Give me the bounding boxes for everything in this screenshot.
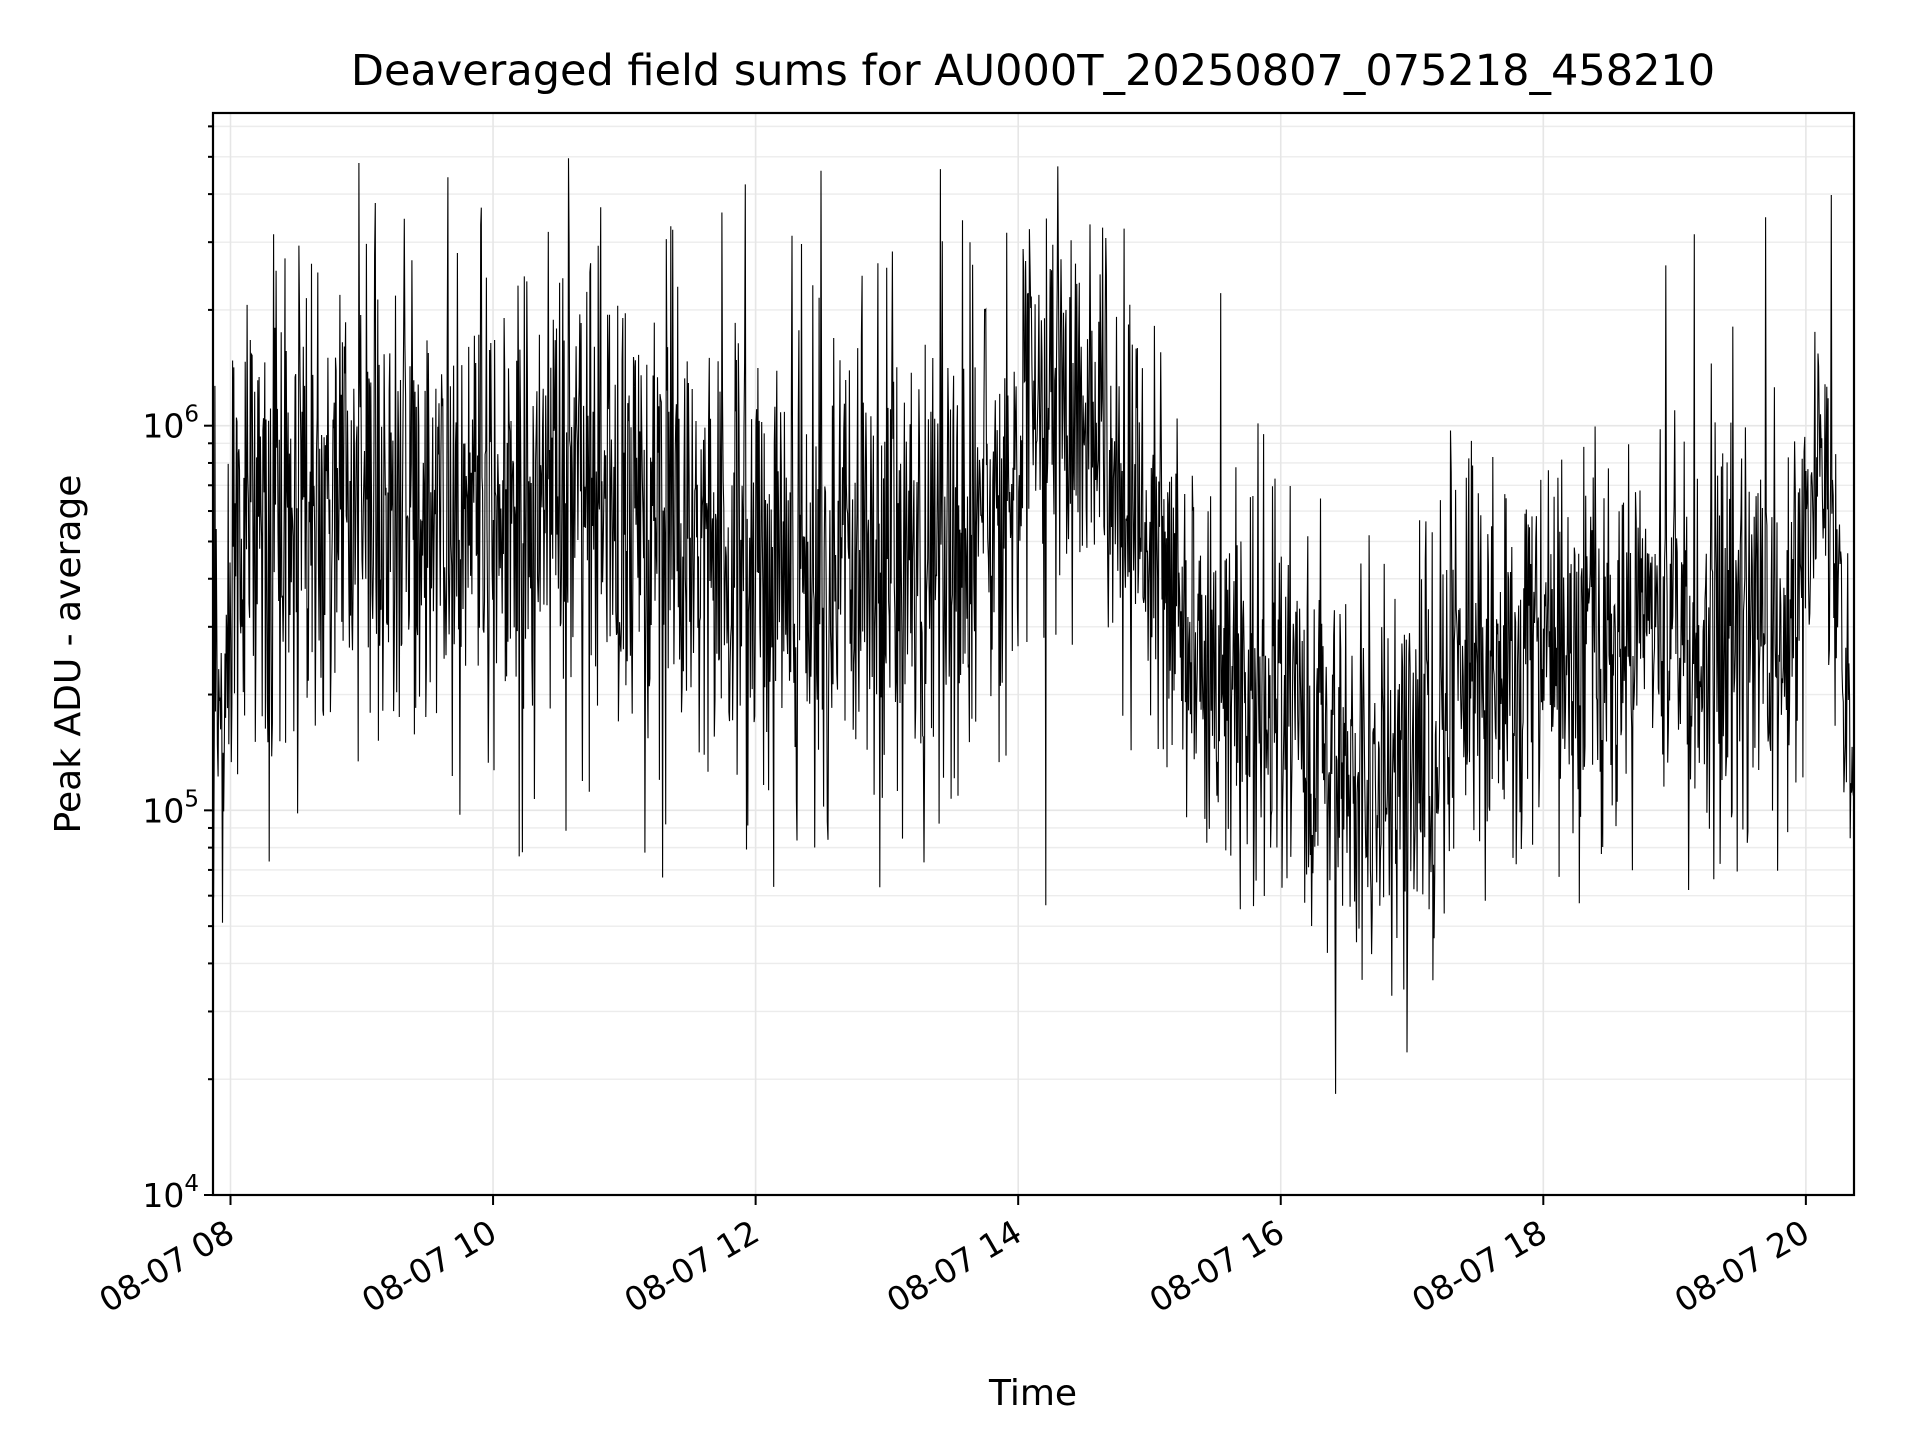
x-axis-label: Time xyxy=(988,1373,1077,1414)
series-line xyxy=(212,158,1855,1094)
y-axis-label: Peak ADU - average xyxy=(48,475,89,834)
series-layer xyxy=(212,158,1855,1094)
plot-frame xyxy=(211,111,1856,1197)
x-ticks: 08-07 08 08-07 10 08-07 12 08-07 14 08-07 16… xyxy=(93,1195,1816,1320)
x-tick-label: 08-07 16 xyxy=(1143,1212,1291,1320)
x-tick-label: 08-07 14 xyxy=(880,1212,1028,1320)
x-tick-label: 08-07 18 xyxy=(1405,1212,1553,1320)
y-tick-label: 104 xyxy=(142,1171,199,1215)
x-tick-label: 08-07 20 xyxy=(1668,1212,1816,1320)
x-tick-label: 08-07 12 xyxy=(618,1212,766,1320)
y-tick-label: 105 xyxy=(142,786,199,830)
y-ticks: 104 105 106 xyxy=(142,125,213,1215)
x-tick-label: 08-07 08 xyxy=(93,1212,241,1320)
chart-title: Deaveraged field sums for AU000T_2025080… xyxy=(351,46,1715,96)
x-tick-label: 08-07 10 xyxy=(355,1212,503,1320)
y-tick-label: 106 xyxy=(142,402,199,446)
